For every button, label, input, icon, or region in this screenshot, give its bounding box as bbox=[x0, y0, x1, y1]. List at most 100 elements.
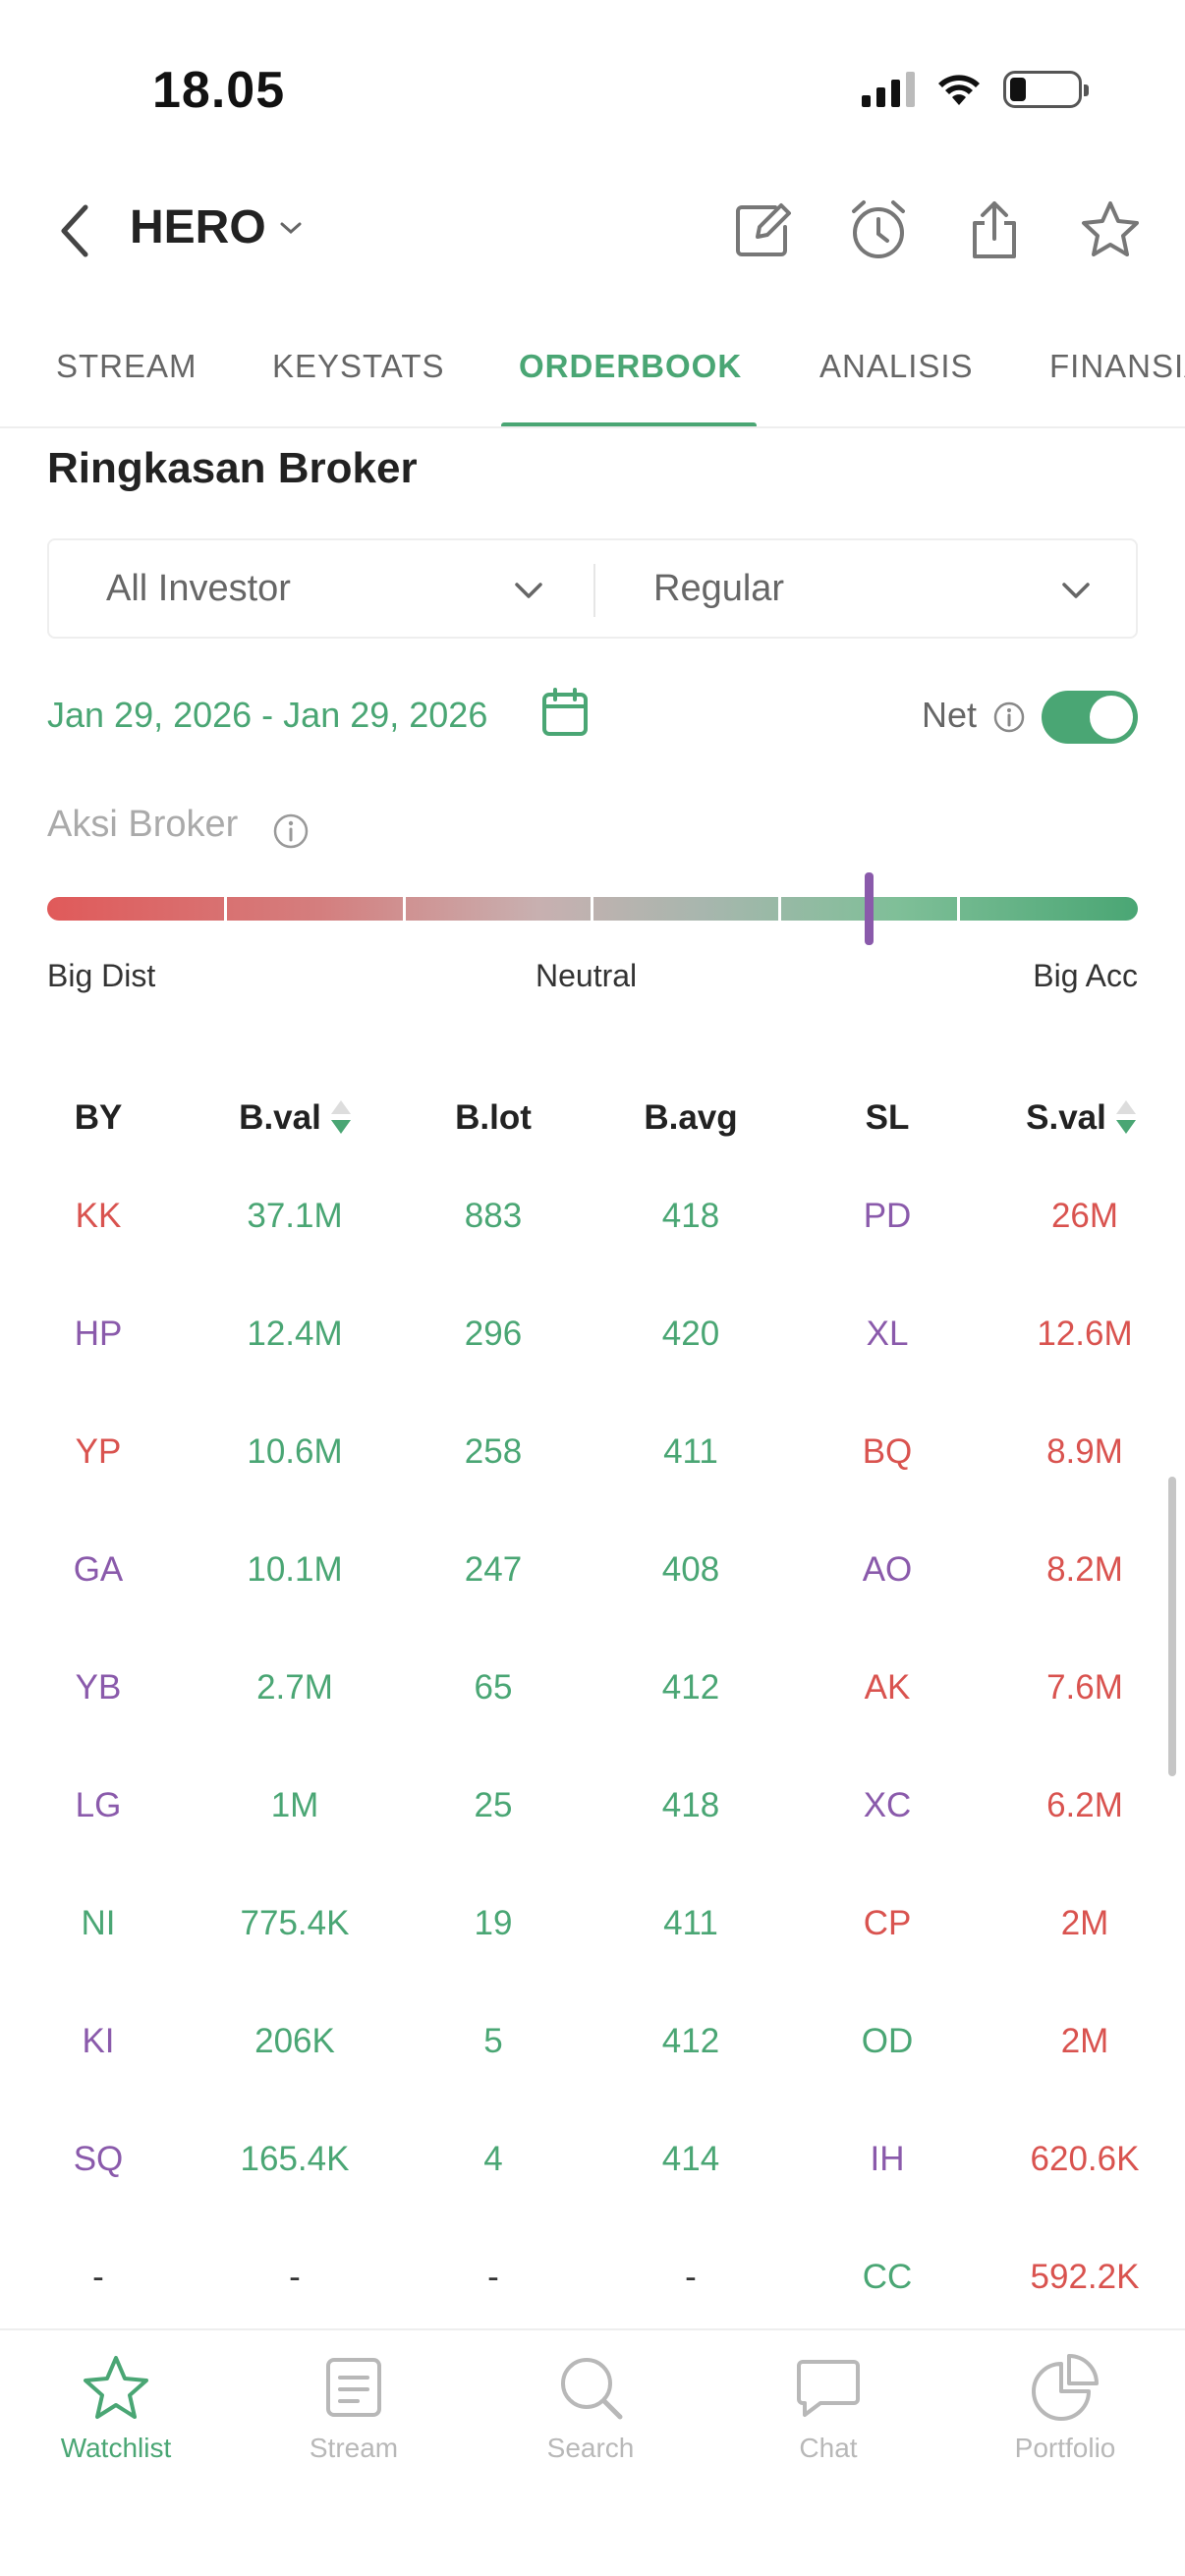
cell-buyer[interactable]: KI bbox=[82, 2022, 115, 2060]
cell-sell-value: 6.2M bbox=[1046, 1786, 1123, 1824]
col-header-sl[interactable]: SL bbox=[865, 1098, 910, 1137]
table-row[interactable]: NI 775.4K 19 411 CP 2M bbox=[0, 1867, 1185, 1985]
chevron-down-icon bbox=[1062, 583, 1090, 598]
back-button[interactable] bbox=[54, 198, 103, 263]
cell-buy-lot: - bbox=[487, 2258, 499, 2296]
bottom-nav: Watchlist Stream Search Chat Portfolio bbox=[0, 2328, 1185, 2576]
nav-watchlist[interactable]: Watchlist bbox=[18, 2352, 214, 2464]
tab-analisis[interactable]: ANALISIS bbox=[819, 348, 974, 384]
nav-portfolio[interactable]: Portfolio bbox=[967, 2352, 1163, 2464]
search-icon bbox=[561, 2358, 623, 2420]
col-header-blot[interactable]: B.lot bbox=[455, 1098, 532, 1137]
cell-buyer[interactable]: NI bbox=[81, 1904, 116, 1942]
cell-seller[interactable]: XL bbox=[866, 1315, 909, 1353]
nav-label: Stream bbox=[309, 2433, 399, 2463]
app-header: HERO bbox=[0, 187, 1185, 275]
meter-label-left: Big Dist bbox=[47, 958, 156, 993]
cell-buyer[interactable]: KK bbox=[75, 1197, 122, 1235]
calendar-icon[interactable] bbox=[540, 687, 590, 738]
chevron-down-icon bbox=[280, 222, 302, 234]
date-row: Jan 29, 2026 - Jan 29, 2026 Net bbox=[47, 683, 1138, 752]
cell-buy-lot: 247 bbox=[464, 1550, 523, 1589]
cell-buy-value: 1M bbox=[270, 1786, 319, 1824]
cell-buy-lot: 883 bbox=[464, 1197, 523, 1235]
meter-label-center: Neutral bbox=[536, 958, 638, 993]
edit-button[interactable] bbox=[732, 196, 793, 263]
nav-chat[interactable]: Chat bbox=[730, 2352, 927, 2464]
sort-icon bbox=[1114, 1098, 1136, 1138]
aksi-broker-label: Aksi Broker bbox=[47, 804, 239, 845]
meter-needle bbox=[865, 872, 874, 945]
nav-label: Search bbox=[546, 2433, 635, 2463]
cell-buyer[interactable]: LG bbox=[75, 1786, 122, 1824]
cell-sell-value: 26M bbox=[1050, 1197, 1119, 1235]
table-row[interactable]: KI 206K 5 412 OD 2M bbox=[0, 1985, 1185, 2102]
table-row[interactable]: YB 2.7M 65 412 AK 7.6M bbox=[0, 1631, 1185, 1749]
cell-buy-lot: 258 bbox=[464, 1432, 523, 1471]
share-button[interactable] bbox=[964, 196, 1025, 263]
cell-seller[interactable]: CC bbox=[862, 2258, 913, 2296]
favorite-button[interactable] bbox=[1080, 196, 1141, 263]
cell-buyer[interactable]: GA bbox=[73, 1550, 124, 1589]
nav-stream[interactable]: Stream bbox=[255, 2352, 452, 2464]
meter-separator bbox=[224, 897, 227, 921]
col-header-bavg[interactable]: B.avg bbox=[644, 1098, 738, 1137]
filter-divider bbox=[593, 564, 595, 617]
alarm-button[interactable] bbox=[848, 196, 909, 263]
ticker-label: HERO bbox=[130, 201, 266, 253]
cell-buyer[interactable]: YB bbox=[75, 1668, 122, 1707]
market-dropdown[interactable]: Regular bbox=[653, 540, 1115, 637]
cell-buyer[interactable]: HP bbox=[74, 1315, 123, 1353]
col-header-by[interactable]: BY bbox=[74, 1098, 123, 1137]
cell-seller[interactable]: BQ bbox=[862, 1432, 913, 1471]
battery-icon bbox=[1003, 71, 1089, 108]
tab-stream[interactable]: STREAM bbox=[56, 348, 198, 384]
pie-chart-icon bbox=[1032, 2354, 1099, 2421]
tab-finansial[interactable]: FINANSIAL bbox=[1049, 348, 1185, 384]
table-row[interactable]: SQ 165.4K 4 414 IH 620.6K bbox=[0, 2102, 1185, 2220]
star-icon bbox=[84, 2356, 148, 2419]
table-row[interactable]: LG 1M 25 418 XC 6.2M bbox=[0, 1749, 1185, 1867]
cell-seller[interactable]: AO bbox=[862, 1550, 913, 1589]
cell-buy-avg: 411 bbox=[663, 1432, 718, 1471]
cell-sell-value: 592.2K bbox=[1030, 2258, 1140, 2296]
cell-buy-avg: 412 bbox=[661, 2022, 720, 2060]
info-icon[interactable] bbox=[271, 812, 310, 851]
date-range[interactable]: Jan 29, 2026 - Jan 29, 2026 bbox=[47, 695, 488, 735]
table-row[interactable]: - - - - CC 592.2K bbox=[0, 2220, 1185, 2338]
table-row[interactable]: GA 10.1M 247 408 AO 8.2M bbox=[0, 1513, 1185, 1631]
cell-buy-value: 165.4K bbox=[240, 2140, 350, 2178]
cell-buy-value: 206K bbox=[254, 2022, 335, 2060]
info-icon[interactable] bbox=[992, 700, 1026, 734]
filter-bar: All Investor Regular bbox=[47, 538, 1138, 639]
cell-seller[interactable]: AK bbox=[864, 1668, 911, 1707]
col-header-bval[interactable]: B.val bbox=[197, 1098, 393, 1140]
cell-buy-lot: 4 bbox=[483, 2140, 503, 2178]
net-toggle[interactable] bbox=[1042, 691, 1138, 744]
meter-separator bbox=[778, 897, 781, 921]
status-bar: 18.05 bbox=[0, 0, 1185, 167]
scrollbar[interactable] bbox=[1168, 1477, 1176, 1776]
meter-label-right: Big Acc bbox=[1033, 958, 1138, 993]
col-header-sval[interactable]: S.val bbox=[983, 1098, 1179, 1140]
cell-seller[interactable]: PD bbox=[863, 1197, 912, 1235]
cell-buyer[interactable]: YP bbox=[75, 1432, 122, 1471]
nav-search[interactable]: Search bbox=[492, 2352, 689, 2464]
table-row[interactable]: KK 37.1M 883 418 PD 26M bbox=[0, 1159, 1185, 1277]
table-row[interactable]: YP 10.6M 258 411 BQ 8.9M bbox=[0, 1395, 1185, 1513]
cell-seller[interactable]: XC bbox=[863, 1786, 912, 1824]
cell-seller[interactable]: OD bbox=[861, 2022, 914, 2060]
cell-buyer[interactable]: - bbox=[92, 2258, 104, 2296]
cell-seller[interactable]: IH bbox=[870, 2140, 905, 2178]
status-time: 18.05 bbox=[152, 62, 286, 119]
broker-action-meter bbox=[47, 897, 1138, 921]
ticker-selector[interactable]: HERO bbox=[130, 200, 304, 254]
table-row[interactable]: HP 12.4M 296 420 XL 12.6M bbox=[0, 1277, 1185, 1395]
investor-dropdown[interactable]: All Investor bbox=[106, 540, 568, 637]
cell-seller[interactable]: CP bbox=[863, 1904, 912, 1942]
tab-orderbook[interactable]: ORDERBOOK bbox=[519, 348, 743, 384]
cell-buy-value: - bbox=[289, 2258, 301, 2296]
tab-keystats[interactable]: KEYSTATS bbox=[272, 348, 445, 384]
cell-buyer[interactable]: SQ bbox=[73, 2140, 124, 2178]
cell-buy-avg: 420 bbox=[661, 1315, 720, 1353]
